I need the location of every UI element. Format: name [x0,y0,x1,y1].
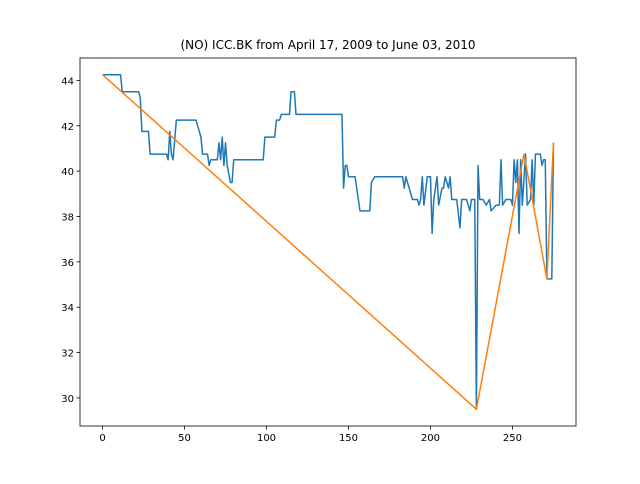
y-tick-label: 30 [61,394,74,405]
y-tick-label: 44 [61,76,74,87]
x-tick-label: 100 [257,433,276,444]
y-tick-label: 40 [61,167,74,178]
y-tick-label: 42 [61,122,74,133]
x-tick-label: 250 [503,433,522,444]
y-tick-label: 36 [61,258,74,269]
x-tick-label: 200 [421,433,440,444]
x-tick-label: 0 [99,433,105,444]
plot-frame [79,57,577,427]
y-tick-label: 38 [61,212,74,223]
line-series [102,74,555,411]
y-tick-label: 32 [61,349,74,360]
x-tick-label: 150 [339,433,358,444]
x-tick-label: 50 [178,433,191,444]
y-tick-label: 34 [61,303,74,314]
line-series [102,73,555,411]
chart-title: (NO) ICC.BK from April 17, 2009 to June … [180,38,475,52]
